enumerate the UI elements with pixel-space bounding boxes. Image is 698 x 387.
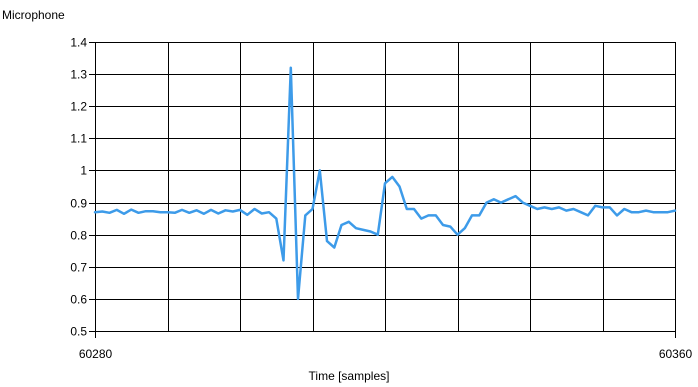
y-tick-label: 1.3 (70, 68, 87, 82)
x-tick-label: 60360 (659, 347, 693, 361)
y-tick-label: 1.4 (70, 36, 87, 50)
y-tick-label: 0.9 (70, 197, 87, 211)
ticks: 0.5 0.6 0.7 0.8 0.9 1 1.1 1.2 1.3 1.4 60280 60360 (70, 36, 692, 362)
y-tick-label: 1 (80, 164, 87, 178)
x-tick-label: 60280 (79, 347, 113, 361)
axes (95, 42, 676, 332)
y-tick-label: 0.5 (70, 325, 87, 339)
y-tick-label: 1.1 (70, 132, 87, 146)
y-axis-title: Microphone (2, 8, 65, 22)
y-tick-label: 1.2 (70, 100, 87, 114)
y-tick-label: 0.7 (70, 261, 87, 275)
y-tick-label: 0.6 (70, 293, 87, 307)
series-layer (93, 66, 677, 301)
y-tick-label: 0.8 (70, 229, 87, 243)
x-axis-title: Time [samples] (308, 369, 390, 383)
grid (95, 42, 675, 331)
